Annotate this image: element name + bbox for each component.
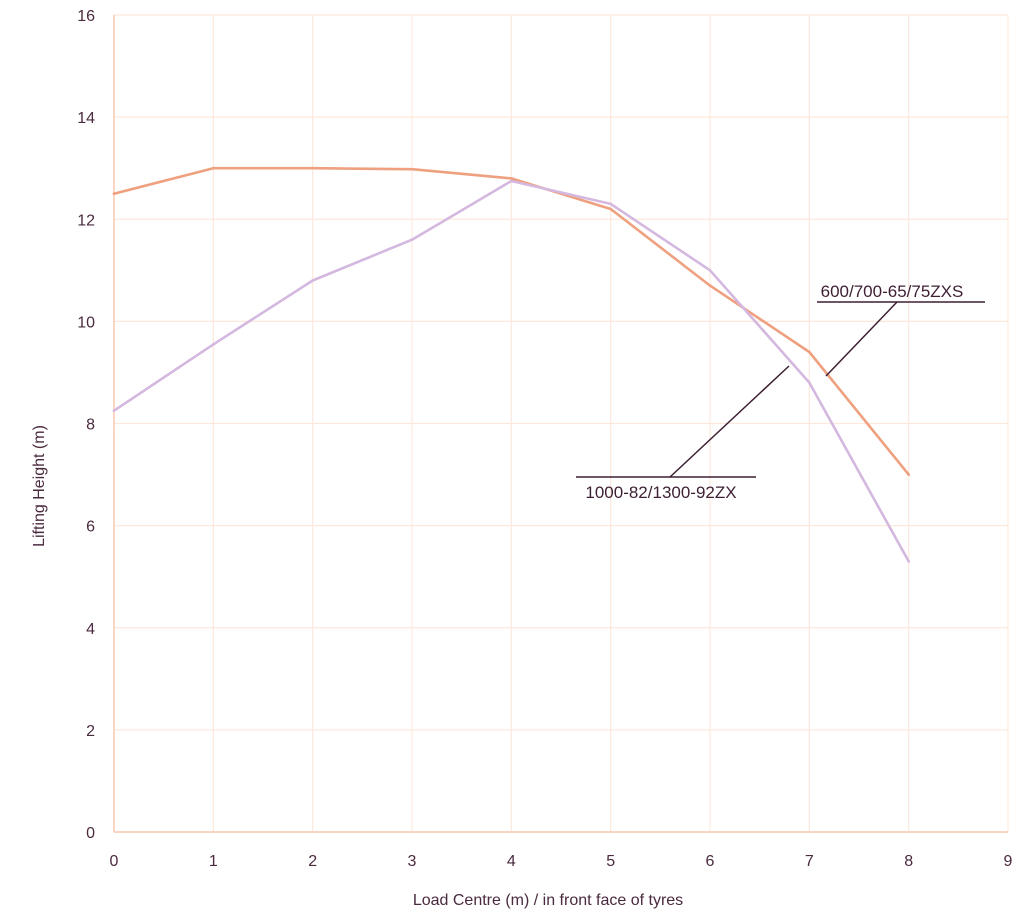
series-1-point-4 bbox=[510, 179, 513, 183]
x-tick-label-0: 0 bbox=[110, 853, 119, 870]
x-tick-label-1: 1 bbox=[209, 853, 218, 870]
series-0-point-7 bbox=[808, 350, 811, 354]
series-0-point-4 bbox=[510, 177, 513, 180]
series-1-point-6 bbox=[708, 269, 712, 272]
series-1-point-3 bbox=[410, 238, 414, 241]
x-tick-label-7: 7 bbox=[805, 853, 814, 870]
y-tick-label-8: 16 bbox=[77, 8, 95, 25]
chart-grid bbox=[113, 14, 1009, 833]
series-1-point-5 bbox=[609, 202, 612, 206]
x-tick-label-8: 8 bbox=[904, 853, 913, 870]
x-tick-label-6: 6 bbox=[706, 853, 715, 870]
series-0-point-6 bbox=[708, 284, 712, 287]
series-0-point-3 bbox=[410, 167, 414, 171]
annotation-label-series-1: 1000-82/1300-92ZX bbox=[585, 483, 736, 502]
series-1-point-7 bbox=[808, 381, 811, 384]
series-1-point-8 bbox=[907, 560, 910, 563]
series-1-point-1 bbox=[212, 343, 215, 346]
series-1-point-0 bbox=[112, 409, 116, 413]
annotation-leader-series-0-diagonal bbox=[825, 301, 898, 377]
y-axis-title: Lifting Height (m) bbox=[31, 425, 48, 547]
x-axis-title: Load Centre (m) / in front face of tyres bbox=[413, 892, 683, 909]
annotation-label-series-0: 600/700-65/75ZXS bbox=[821, 282, 964, 301]
y-tick-label-7: 14 bbox=[77, 110, 95, 127]
x-tick-label-4: 4 bbox=[507, 853, 516, 870]
y-tick-label-0: 0 bbox=[86, 825, 95, 842]
x-tick-label-5: 5 bbox=[606, 853, 615, 870]
y-tick-label-5: 10 bbox=[77, 314, 95, 331]
series-0-point-8 bbox=[907, 473, 910, 476]
series-0-point-2 bbox=[311, 166, 314, 170]
series-0-point-0 bbox=[112, 192, 116, 196]
y-tick-label-4: 8 bbox=[86, 417, 95, 434]
x-tick-label-9: 9 bbox=[1004, 853, 1013, 870]
chart-series bbox=[112, 166, 911, 563]
chart-annotations: 600/700-65/75ZXS 1000-82/1300-92ZX bbox=[576, 282, 985, 502]
y-tick-label-3: 6 bbox=[86, 519, 95, 536]
series-1-point-2 bbox=[311, 279, 314, 282]
annotation-leader-series-1-diagonal bbox=[669, 365, 790, 478]
y-tick-label-2: 4 bbox=[86, 621, 95, 638]
y-tick-label-6: 12 bbox=[77, 212, 95, 229]
y-tick-label-1: 2 bbox=[86, 723, 95, 740]
series-0-point-5 bbox=[609, 207, 612, 211]
x-tick-label-2: 2 bbox=[308, 853, 317, 870]
series-0-point-1 bbox=[212, 166, 215, 170]
x-tick-label-3: 3 bbox=[408, 853, 417, 870]
